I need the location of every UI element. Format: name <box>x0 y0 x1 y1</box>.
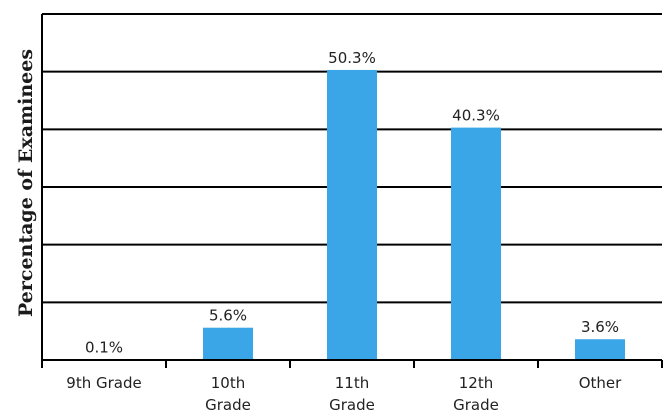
bar <box>203 327 253 360</box>
x-tick-label: 9th Grade <box>66 374 141 392</box>
x-tick-label: Grade <box>329 396 375 414</box>
x-tick-label: 11th <box>335 374 369 392</box>
x-tick-label: 12th <box>459 374 493 392</box>
x-tick-label: Other <box>579 374 622 392</box>
bar <box>451 127 501 360</box>
bars <box>79 69 625 360</box>
axes <box>41 14 663 368</box>
data-label: 50.3% <box>328 49 376 67</box>
data-label: 0.1% <box>85 338 123 356</box>
data-label: 3.6% <box>581 318 619 336</box>
data-label: 40.3% <box>452 107 500 125</box>
data-labels: 0.1% 5.6% 50.3% 40.3% 3.6% <box>85 49 619 356</box>
x-tick-label: 10th <box>211 374 245 392</box>
y-axis-label: Percentage of Examinees <box>15 49 37 317</box>
bar <box>575 339 625 360</box>
x-tick-label: Grade <box>205 396 251 414</box>
x-tick-label: Grade <box>453 396 499 414</box>
bar <box>327 69 377 360</box>
x-tick-labels: 9th Grade 10th Grade 11th Grade 12th Grade Othe… <box>66 374 622 414</box>
data-label: 5.6% <box>209 307 247 325</box>
